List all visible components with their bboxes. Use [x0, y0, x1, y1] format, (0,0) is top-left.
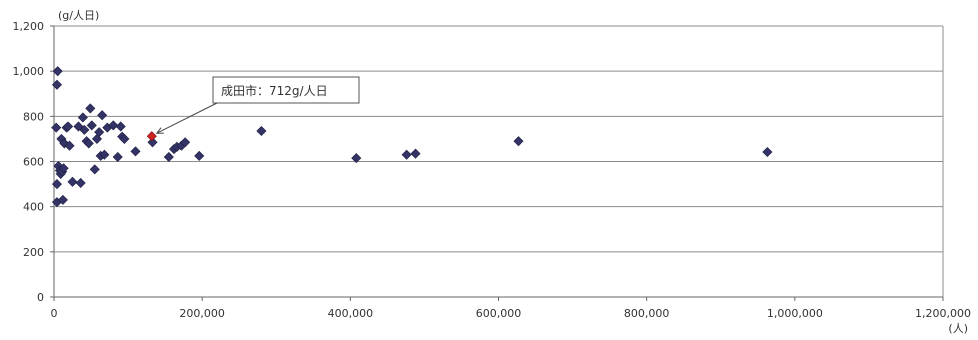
data-point-16	[67, 176, 78, 187]
y-tick-label-3: 600	[23, 156, 44, 169]
x-tick-label-3: 600,000	[476, 307, 522, 320]
data-point-36	[119, 133, 130, 144]
y-tick-label-6: 1,200	[13, 20, 45, 33]
gridlines	[54, 25, 944, 297]
data-point-45	[256, 125, 267, 137]
data-point-20	[79, 124, 90, 135]
data-point-15	[64, 140, 75, 151]
highlight-point-narita	[146, 131, 157, 142]
data-point-14	[63, 121, 74, 132]
x-tick-label-4: 800,000	[624, 307, 670, 320]
data-point-7	[58, 163, 69, 174]
y-tick-labels: 0 200 400 600 800 1,000 1,200	[13, 20, 45, 304]
data-point-30	[99, 149, 110, 160]
y-tick-label-4: 800	[23, 110, 44, 123]
y-tick-label-0: 0	[37, 291, 44, 304]
callout-box	[212, 76, 360, 104]
annotation-callout: 成田市：712g/人日	[155, 76, 360, 134]
data-point-25	[89, 164, 100, 175]
x-tick-label-6: 1,200,000	[915, 307, 971, 320]
y-tick-label-1: 200	[23, 246, 44, 259]
data-point-10	[51, 179, 62, 190]
data-point-12	[57, 194, 68, 205]
callout-arrowhead-icon	[155, 127, 164, 134]
data-point-18	[75, 177, 86, 188]
x-axis-unit-label: (人)	[948, 322, 968, 335]
data-point-1	[51, 79, 62, 90]
data-point-19	[77, 112, 88, 123]
data-point-37	[130, 146, 141, 157]
data-points	[51, 66, 773, 208]
data-point-23	[85, 103, 96, 114]
x-tick-labels: 0 200,000 400,000 600,000 800,000 1,000,000 1,…	[51, 307, 971, 320]
data-point-46	[351, 153, 362, 164]
callout-arrow	[156, 102, 218, 134]
x-tick-label-5: 1,000,000	[767, 307, 823, 320]
data-point-38	[147, 137, 158, 148]
y-axis-unit-label: (g/人日)	[58, 9, 99, 22]
x-tick-label-2: 400,000	[328, 307, 374, 320]
data-point-50	[762, 146, 773, 158]
y-tick-label-5: 1,000	[13, 65, 45, 78]
data-point-29	[97, 110, 108, 121]
callout-label: 成田市：712g/人日	[221, 83, 328, 98]
data-point-24	[86, 120, 97, 131]
axes	[50, 25, 944, 301]
data-point-39	[163, 151, 174, 163]
y-tick-label-2: 400	[23, 201, 44, 214]
data-point-48	[410, 148, 421, 159]
data-point-22	[83, 138, 94, 149]
x-tick-label-0: 0	[51, 307, 58, 320]
data-point-33	[112, 151, 123, 163]
data-point-0	[52, 66, 63, 77]
data-point-49	[513, 136, 524, 147]
data-point-2	[51, 122, 62, 133]
data-point-34	[115, 121, 126, 132]
data-point-43	[180, 137, 191, 148]
x-tick-label-1: 200,000	[179, 307, 225, 320]
data-point-47	[401, 149, 412, 160]
data-point-44	[194, 150, 205, 161]
data-point-27	[94, 127, 105, 138]
data-point-32	[108, 120, 119, 131]
